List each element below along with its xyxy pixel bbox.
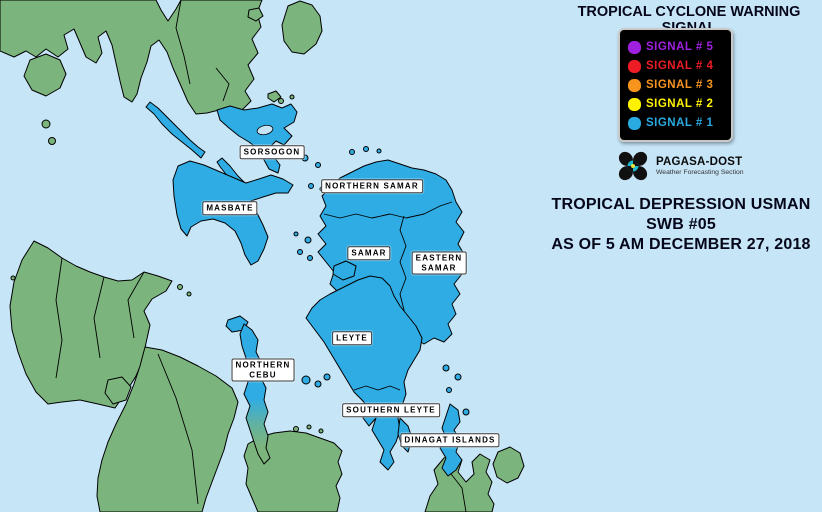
province-border: [157, 353, 199, 505]
advisory-bulletin-number: SWB #05: [646, 216, 716, 233]
islet: [293, 426, 299, 432]
agency-block: PAGASA-DOST Weather Forecasting Section: [616, 149, 744, 183]
province-border: [447, 469, 467, 512]
island-biliran: [332, 260, 357, 281]
province-border: [127, 271, 145, 339]
islet: [462, 408, 470, 416]
islet: [318, 428, 324, 434]
islet-camotes: [323, 373, 331, 381]
legend-color-dot: [628, 59, 641, 73]
islet: [10, 275, 16, 281]
province-border: [175, 0, 191, 85]
island-cebu: [239, 323, 271, 465]
province-border: [215, 67, 230, 102]
signal-legend: SIGNAL # 5 SIGNAL # 4 SIGNAL # 3 SIGNAL # 2…: [618, 28, 733, 142]
map-label-samar: SAMAR: [347, 246, 391, 260]
legend-item-signal-signal-signal-signal-signal-signal-signal-signal-signal-4: SIGNAL # 4: [628, 58, 723, 74]
province-border-northern-samar: [323, 201, 453, 219]
legend-color-dot: [628, 116, 641, 130]
islet: [267, 90, 282, 103]
legend-color-dot: [628, 97, 641, 111]
islet: [349, 149, 355, 155]
legend-item-signal-signal-signal-signal-signal-signal-signal-signal-signal-2: SIGNAL # 2: [628, 96, 723, 112]
islet: [293, 231, 299, 237]
island-burias: [145, 101, 206, 159]
islet: [186, 291, 192, 297]
legend-item-signal-signal-signal-signal-signal-signal-signal-signal-signal-5: SIGNAL # 5: [628, 39, 723, 55]
pagasa-logo-icon: [618, 151, 648, 181]
island-negros: [96, 346, 239, 512]
agency-name: PAGASA-DOST: [656, 156, 743, 168]
region-luzon-mainland: [0, 0, 263, 115]
island-siargao: [492, 446, 525, 484]
islet: [307, 255, 313, 261]
islet: [297, 249, 303, 255]
agency-section: Weather Forecasting Section: [656, 169, 744, 176]
islet: [363, 146, 369, 152]
islet: [315, 162, 321, 168]
island-marinduque: [23, 53, 67, 97]
map-label-northern-cebu: NORTHERN CEBU: [231, 358, 295, 382]
islet: [289, 94, 295, 100]
legend-label: SIGNAL # 1: [646, 117, 714, 129]
islet-camotes: [301, 375, 311, 385]
legend-label: SIGNAL # 3: [646, 79, 714, 91]
advisory-block: TROPICAL DEPRESSION USMAN SWB #05 AS OF …: [540, 195, 822, 255]
legend-item-signal-signal-signal-signal-signal-signal-signal-signal-signal-1: SIGNAL # 1: [628, 115, 723, 131]
islet: [308, 183, 314, 189]
islet-camotes: [314, 380, 322, 388]
legend-color-dot: [628, 40, 641, 54]
map-label-northern-samar: NORTHERN SAMAR: [321, 179, 423, 193]
islet: [304, 236, 312, 244]
map-label-southern-leyte: SOUTHERN LEYTE: [342, 403, 440, 417]
islet: [306, 424, 312, 430]
legend-item-signal-signal-signal-signal-signal-signal-signal-signal-signal-3: SIGNAL # 3: [628, 77, 723, 93]
map-label-dinagat-islands: DINAGAT ISLANDS: [400, 433, 500, 447]
region-sorsogon: [216, 103, 298, 174]
islet: [446, 387, 452, 393]
islet: [278, 98, 284, 104]
province-border: [93, 276, 105, 359]
advisory-datetime: AS OF 5 AM DECEMBER 27, 2018: [551, 236, 811, 253]
island-leyte: [305, 275, 423, 471]
island-guimaras: [104, 376, 132, 405]
islet: [177, 284, 183, 290]
legend-label: SIGNAL # 5: [646, 41, 714, 53]
province-border: [55, 257, 63, 379]
map-label-eastern-samar: EASTERN SAMAR: [411, 251, 467, 275]
map-label-sorsogon: SORSOGON: [239, 145, 305, 159]
legend-color-dot: [628, 78, 641, 92]
map-label-masbate: MASBATE: [202, 201, 258, 215]
islet: [376, 148, 382, 154]
islet-romblon: [48, 137, 56, 145]
islet: [454, 373, 462, 381]
legend-label: SIGNAL # 2: [646, 98, 714, 110]
province-border-southern-leyte: [353, 385, 401, 391]
map-label-leyte: LEYTE: [332, 331, 372, 345]
island-bohol: [243, 430, 343, 512]
island-catanduanes: [281, 0, 323, 55]
islet-romblon: [41, 119, 51, 129]
advisory-storm-name: TROPICAL DEPRESSION USMAN: [551, 196, 811, 213]
islet: [247, 7, 264, 22]
legend-label: SIGNAL # 4: [646, 60, 714, 72]
islet: [442, 364, 450, 372]
sorsogon-bay: [256, 124, 274, 136]
